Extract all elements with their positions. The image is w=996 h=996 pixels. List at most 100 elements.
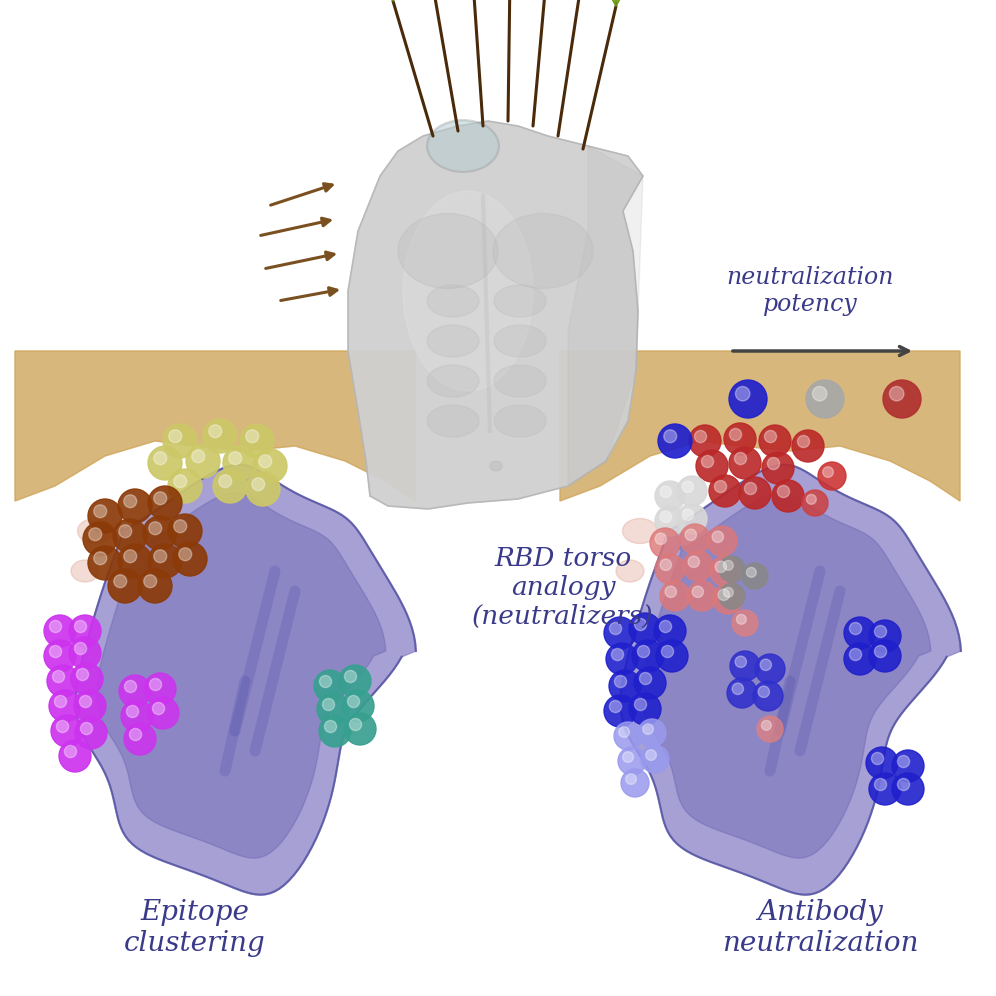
- Circle shape: [715, 561, 726, 573]
- Circle shape: [874, 625, 886, 637]
- Circle shape: [610, 700, 622, 712]
- Text: RBD torso
analogy
(neutralizers): RBD torso analogy (neutralizers): [472, 546, 653, 629]
- Circle shape: [168, 469, 202, 503]
- Circle shape: [108, 569, 142, 603]
- Circle shape: [113, 519, 147, 553]
- Ellipse shape: [427, 285, 479, 317]
- Circle shape: [253, 449, 287, 483]
- Circle shape: [94, 552, 107, 565]
- Ellipse shape: [490, 461, 502, 471]
- Circle shape: [713, 584, 743, 614]
- Circle shape: [339, 665, 371, 697]
- Circle shape: [186, 444, 220, 478]
- Circle shape: [124, 550, 136, 563]
- Circle shape: [718, 589, 729, 601]
- Ellipse shape: [622, 519, 657, 544]
- Circle shape: [818, 462, 846, 490]
- Circle shape: [44, 640, 76, 672]
- Circle shape: [44, 615, 76, 647]
- Circle shape: [143, 575, 156, 588]
- Circle shape: [320, 675, 332, 687]
- Circle shape: [645, 750, 656, 760]
- Circle shape: [872, 752, 883, 765]
- Circle shape: [850, 622, 862, 634]
- Circle shape: [701, 455, 713, 467]
- Circle shape: [761, 720, 771, 730]
- Circle shape: [229, 452, 242, 465]
- Circle shape: [710, 556, 740, 586]
- Circle shape: [80, 695, 92, 707]
- Circle shape: [654, 615, 686, 647]
- Circle shape: [317, 693, 349, 725]
- Circle shape: [118, 544, 152, 578]
- Circle shape: [677, 476, 707, 506]
- Circle shape: [727, 678, 757, 708]
- Circle shape: [802, 490, 828, 516]
- Circle shape: [638, 719, 666, 747]
- Circle shape: [148, 522, 161, 535]
- Circle shape: [694, 430, 706, 442]
- Ellipse shape: [493, 213, 593, 289]
- Circle shape: [729, 380, 767, 418]
- Circle shape: [707, 526, 737, 556]
- Circle shape: [88, 499, 122, 533]
- Circle shape: [629, 693, 661, 725]
- Polygon shape: [76, 465, 416, 894]
- Circle shape: [163, 424, 197, 458]
- Circle shape: [129, 728, 141, 741]
- Ellipse shape: [616, 560, 644, 582]
- Circle shape: [798, 435, 810, 447]
- Polygon shape: [560, 351, 960, 501]
- Circle shape: [622, 752, 633, 762]
- Circle shape: [765, 430, 777, 442]
- Circle shape: [632, 640, 664, 672]
- Circle shape: [153, 550, 166, 563]
- Circle shape: [663, 430, 676, 442]
- Polygon shape: [393, 0, 417, 1]
- Circle shape: [148, 446, 182, 480]
- Circle shape: [629, 613, 661, 645]
- Circle shape: [735, 656, 746, 667]
- Circle shape: [57, 720, 69, 733]
- Circle shape: [325, 720, 337, 733]
- Circle shape: [124, 723, 156, 755]
- Text: Antibody
neutralization: Antibody neutralization: [722, 899, 918, 957]
- Circle shape: [119, 525, 131, 538]
- Circle shape: [650, 528, 680, 558]
- Circle shape: [660, 581, 690, 611]
- Circle shape: [682, 481, 693, 492]
- Circle shape: [219, 475, 232, 488]
- Circle shape: [173, 475, 186, 488]
- Circle shape: [682, 509, 693, 521]
- Circle shape: [634, 667, 666, 699]
- Ellipse shape: [494, 405, 546, 437]
- Circle shape: [246, 472, 280, 506]
- Ellipse shape: [494, 325, 546, 357]
- Circle shape: [606, 643, 638, 675]
- Circle shape: [148, 544, 182, 578]
- Circle shape: [778, 485, 790, 498]
- Circle shape: [634, 619, 646, 630]
- Circle shape: [723, 561, 733, 571]
- Circle shape: [350, 718, 362, 731]
- Circle shape: [75, 621, 87, 632]
- Circle shape: [152, 702, 164, 714]
- Circle shape: [823, 467, 834, 477]
- Circle shape: [742, 563, 768, 589]
- Circle shape: [619, 727, 629, 737]
- Ellipse shape: [78, 519, 113, 544]
- Circle shape: [69, 615, 101, 647]
- Circle shape: [213, 469, 247, 503]
- Circle shape: [94, 505, 107, 518]
- Circle shape: [138, 569, 172, 603]
- Circle shape: [709, 475, 741, 507]
- Polygon shape: [15, 351, 415, 501]
- Circle shape: [121, 700, 153, 732]
- Circle shape: [81, 722, 93, 735]
- Circle shape: [758, 686, 770, 697]
- Ellipse shape: [71, 560, 99, 582]
- Circle shape: [240, 424, 274, 458]
- Circle shape: [342, 690, 374, 722]
- Circle shape: [732, 683, 743, 694]
- Circle shape: [55, 695, 67, 707]
